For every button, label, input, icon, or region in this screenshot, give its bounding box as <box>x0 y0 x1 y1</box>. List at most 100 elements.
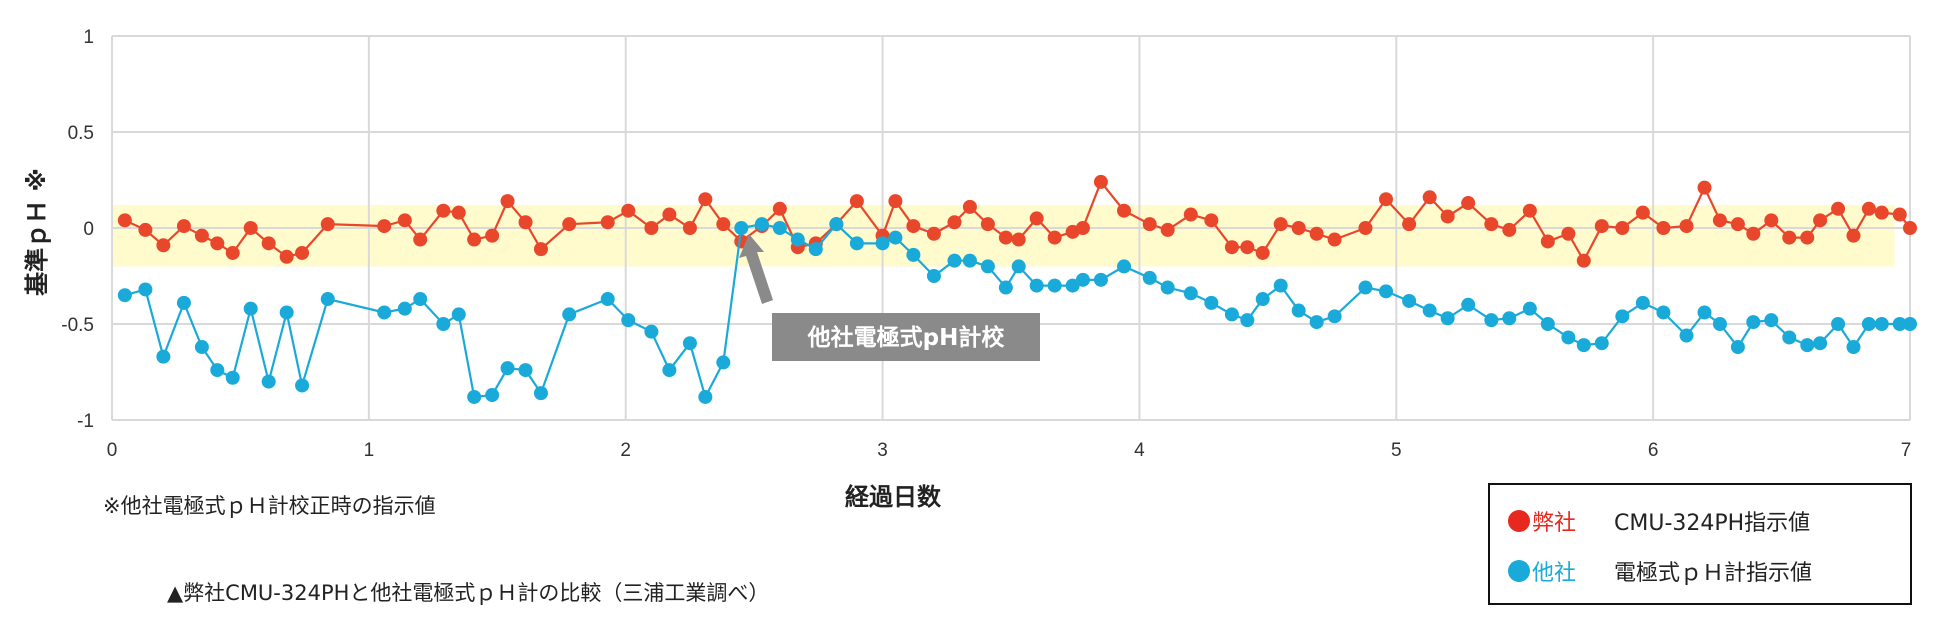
y-axis-label: 基準ｐＨ ※ <box>23 168 52 296</box>
data-point <box>1813 336 1827 350</box>
data-point <box>1595 336 1609 350</box>
data-point <box>683 221 697 235</box>
data-point <box>1161 281 1175 295</box>
data-point <box>927 269 941 283</box>
data-point <box>1893 208 1907 222</box>
data-point <box>1143 217 1157 231</box>
data-point <box>1698 181 1712 195</box>
data-point <box>1143 271 1157 285</box>
data-point <box>1731 217 1745 231</box>
data-point <box>1615 221 1629 235</box>
data-point <box>467 390 481 404</box>
data-point <box>662 208 676 222</box>
data-point <box>1523 302 1537 316</box>
data-point <box>1204 296 1218 310</box>
data-point <box>177 219 191 233</box>
data-point <box>698 390 712 404</box>
data-point <box>1731 340 1745 354</box>
data-point <box>413 292 427 306</box>
data-point <box>1680 329 1694 343</box>
callout-label: 他社電極式pH計校 <box>807 324 1006 351</box>
data-point <box>1274 279 1288 293</box>
data-point <box>850 194 864 208</box>
data-point <box>398 302 412 316</box>
data-point <box>773 221 787 235</box>
y-tick-label: -0.5 <box>61 315 94 336</box>
data-point <box>1523 204 1537 218</box>
data-point <box>195 340 209 354</box>
data-point <box>436 317 450 331</box>
data-point <box>1012 233 1026 247</box>
data-point <box>999 231 1013 245</box>
data-point <box>562 307 576 321</box>
data-point <box>1402 294 1416 308</box>
data-point <box>621 204 635 218</box>
data-point <box>398 213 412 227</box>
data-point <box>321 292 335 306</box>
data-point <box>1831 317 1845 331</box>
x-tick-label: 1 <box>364 440 375 461</box>
data-point <box>210 363 224 377</box>
data-point <box>1076 221 1090 235</box>
data-point <box>1903 317 1917 331</box>
data-point <box>1680 219 1694 233</box>
data-point <box>534 386 548 400</box>
data-point <box>1541 234 1555 248</box>
data-point <box>1204 213 1218 227</box>
legend: 弊社 CMU-324PH指示値 他社 電極式ｐＨ計指示値 <box>1488 483 1912 605</box>
data-point <box>519 363 533 377</box>
data-point <box>1577 338 1591 352</box>
data-point <box>377 305 391 319</box>
data-point <box>1030 211 1044 225</box>
data-point <box>1656 305 1670 319</box>
data-point <box>1764 213 1778 227</box>
y-tick-label: 0 <box>83 219 94 240</box>
x-axis-label: 経過日数 <box>845 483 942 511</box>
data-point <box>413 233 427 247</box>
data-point <box>295 246 309 260</box>
data-point <box>1502 311 1516 325</box>
data-point <box>1846 229 1860 243</box>
data-point <box>1256 292 1270 306</box>
data-point <box>295 378 309 392</box>
data-point <box>1636 206 1650 220</box>
data-point <box>1310 227 1324 241</box>
data-point <box>773 202 787 216</box>
data-point <box>888 231 902 245</box>
data-point <box>1310 315 1324 329</box>
data-point <box>156 350 170 364</box>
data-point <box>1656 221 1670 235</box>
x-tick-label: 3 <box>877 440 888 461</box>
data-point <box>485 388 499 402</box>
data-point <box>947 215 961 229</box>
data-point <box>1782 231 1796 245</box>
data-point <box>999 281 1013 295</box>
data-point <box>1292 221 1306 235</box>
data-point <box>1048 231 1062 245</box>
data-point <box>1094 273 1108 287</box>
footnote: ※他社電極式ｐＨ計校正時の指示値 <box>103 490 436 520</box>
data-point <box>436 204 450 218</box>
data-point <box>1274 217 1288 231</box>
legend-series-name: 弊社 <box>1532 505 1614 537</box>
data-point <box>683 336 697 350</box>
data-point <box>156 238 170 252</box>
data-point <box>1713 213 1727 227</box>
data-point <box>601 292 615 306</box>
data-point <box>1903 221 1917 235</box>
data-point <box>1595 219 1609 233</box>
data-point <box>927 227 941 241</box>
data-point <box>906 219 920 233</box>
data-point <box>662 363 676 377</box>
data-point <box>1484 217 1498 231</box>
red-dot-icon <box>1508 510 1530 532</box>
x-tick-label: 0 <box>107 440 118 461</box>
data-point <box>501 194 515 208</box>
legend-series-name: 他社 <box>1532 555 1614 587</box>
data-point <box>1713 317 1727 331</box>
data-point <box>1764 313 1778 327</box>
data-point <box>1076 273 1090 287</box>
data-point <box>519 215 533 229</box>
blue-dot-icon <box>1508 560 1530 582</box>
data-point <box>1484 313 1498 327</box>
